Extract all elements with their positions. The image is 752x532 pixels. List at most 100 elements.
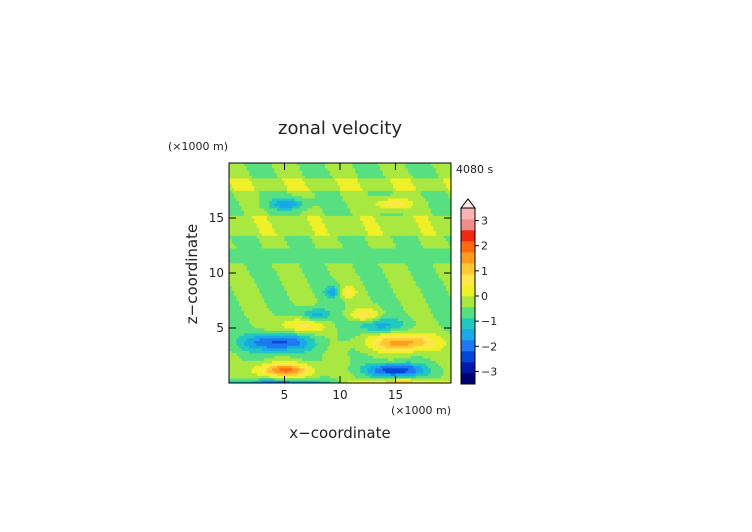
heatmap-cell	[347, 295, 351, 299]
heatmap-cell	[350, 273, 353, 276]
heatmap-cell	[307, 370, 311, 374]
heatmap-cell	[297, 353, 300, 356]
heatmap-cell	[357, 363, 361, 366]
heatmap-cell	[362, 315, 366, 319]
heatmap-cell	[264, 350, 268, 354]
heatmap-cell	[334, 313, 338, 316]
heatmap-cell	[448, 315, 452, 319]
heatmap-cell	[266, 325, 270, 329]
heatmap-cell	[266, 328, 270, 331]
heatmap-cell	[256, 355, 260, 359]
heatmap-cell	[360, 298, 364, 301]
heatmap-cell	[435, 378, 439, 381]
heatmap-cell	[302, 335, 306, 339]
heatmap-cell	[345, 313, 348, 316]
heatmap-cell	[430, 338, 434, 341]
heatmap-cell	[382, 375, 386, 379]
heatmap-cell	[246, 250, 250, 254]
heatmap-cell	[360, 268, 364, 271]
heatmap-cell	[365, 285, 369, 289]
heatmap-cell	[438, 313, 442, 316]
heatmap-cell	[239, 338, 242, 341]
heatmap-cell	[445, 350, 449, 354]
heatmap-cell	[302, 273, 306, 276]
heatmap-cell	[347, 320, 351, 324]
heatmap-cell	[299, 280, 303, 284]
heatmap-cell	[256, 263, 260, 266]
heatmap-cell	[276, 343, 280, 346]
heatmap-cell	[276, 288, 280, 291]
heatmap-cell	[307, 343, 311, 346]
heatmap-cell	[340, 338, 343, 341]
heatmap-cell	[433, 353, 437, 356]
heatmap-cell	[251, 265, 255, 269]
heatmap-cell	[435, 280, 439, 284]
heatmap-cell	[438, 300, 442, 304]
heatmap-cell	[342, 340, 346, 344]
heatmap-cell	[251, 355, 255, 359]
heatmap-cell	[236, 320, 240, 324]
heatmap-cell	[229, 345, 232, 349]
heatmap-cell	[269, 350, 273, 354]
heatmap-cell	[299, 303, 303, 306]
heatmap-cell	[249, 330, 253, 334]
heatmap-cell	[357, 280, 361, 284]
heatmap-cell	[329, 255, 333, 259]
heatmap-cell	[445, 250, 449, 254]
heatmap-cell	[352, 373, 356, 376]
heatmap-cell	[360, 340, 364, 344]
heatmap-cell	[387, 280, 391, 284]
heatmap-cell	[430, 300, 434, 304]
heatmap-cell	[403, 240, 406, 244]
heatmap-cell	[385, 283, 389, 286]
heatmap-cell	[249, 320, 253, 324]
heatmap-cell	[236, 350, 240, 354]
heatmap-cell	[433, 315, 437, 319]
heatmap-cell	[410, 310, 414, 314]
heatmap-cell	[236, 353, 240, 356]
heatmap-cell	[249, 360, 253, 364]
heatmap-cell	[382, 285, 386, 289]
heatmap-cell	[327, 350, 331, 354]
heatmap-cell	[392, 243, 396, 246]
heatmap-cell	[284, 350, 288, 354]
heatmap-cell	[256, 300, 260, 304]
heatmap-cell	[342, 338, 346, 341]
heatmap-cell	[433, 318, 437, 321]
heatmap-cell	[287, 293, 290, 296]
heatmap-cell	[254, 293, 258, 296]
heatmap-cell	[337, 300, 341, 304]
heatmap-cell	[377, 373, 381, 376]
heatmap-cell	[332, 310, 336, 314]
heatmap-cell	[392, 323, 396, 326]
heatmap-cell	[256, 245, 260, 249]
heatmap-cell	[380, 273, 384, 276]
heatmap-cell	[420, 253, 424, 256]
heatmap-cell	[287, 288, 290, 291]
heatmap-cell	[281, 368, 285, 371]
heatmap-cell	[445, 275, 449, 279]
heatmap-cell	[428, 313, 432, 316]
heatmap-cell	[370, 335, 374, 339]
heatmap-cell	[405, 358, 409, 361]
heatmap-cell	[317, 365, 321, 369]
heatmap-cell	[297, 310, 300, 314]
heatmap-cell	[289, 278, 293, 281]
heatmap-cell	[289, 378, 293, 381]
heatmap-cell	[342, 318, 346, 321]
heatmap-cell	[410, 288, 414, 291]
heatmap-cell	[231, 340, 235, 344]
heatmap-cell	[380, 265, 384, 269]
heatmap-cell	[294, 260, 298, 264]
heatmap-cell	[400, 265, 404, 269]
heatmap-cell	[274, 270, 278, 274]
heatmap-cell	[269, 348, 273, 351]
heatmap-cell	[266, 255, 270, 259]
heatmap-cell	[438, 283, 442, 286]
heatmap-cell	[256, 368, 260, 371]
heatmap-cell	[314, 335, 318, 339]
heatmap-cell	[231, 343, 235, 346]
heatmap-cell	[297, 290, 300, 294]
heatmap-cell	[309, 253, 313, 256]
heatmap-cell	[292, 335, 295, 339]
